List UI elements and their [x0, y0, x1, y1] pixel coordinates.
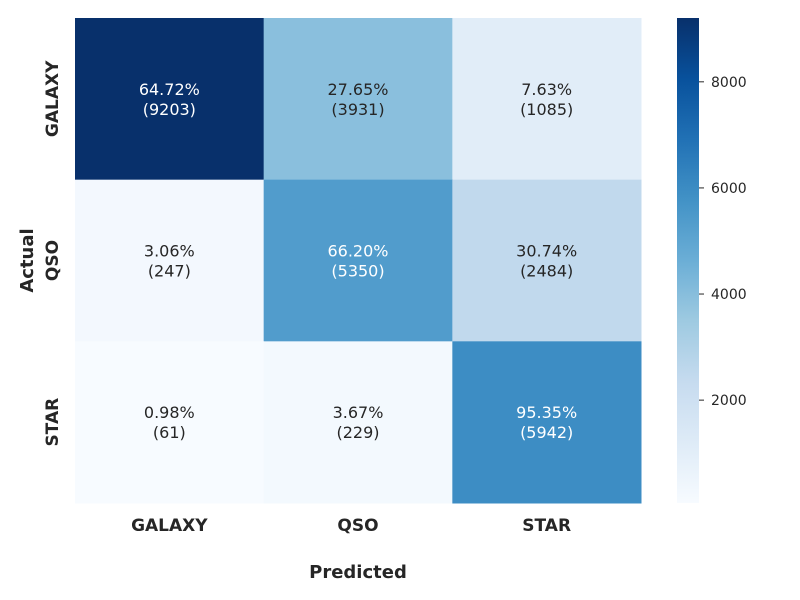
cell-percent-label: 66.20% [327, 242, 388, 261]
y-tick-labels: GALAXY QSO STAR [43, 60, 63, 447]
cell-percent-label: 95.35% [516, 403, 577, 422]
heatmap-cell [75, 18, 265, 181]
heatmap-cell [263, 341, 453, 504]
cell-percent-label: 0.98% [144, 403, 195, 422]
x-tick-label: GALAXY [131, 516, 208, 536]
heatmap-cell [263, 18, 453, 181]
x-tick-labels: GALAXY QSO STAR [131, 516, 571, 536]
colorbar-ticks: 2000 4000 6000 8000 [699, 75, 747, 409]
cell-percent-label: 3.06% [144, 242, 195, 261]
cell-count-label: (247) [148, 262, 191, 281]
heatmap-cells: 64.72%(9203) 27.65%(3931) 7.63%(1085) 3.06%… [75, 18, 642, 504]
cell-count-label: (2484) [520, 262, 573, 281]
y-tick-label: STAR [43, 398, 63, 447]
x-tick-label: QSO [337, 516, 378, 536]
y-axis-label: Actual [17, 228, 38, 292]
cell-count-label: (5942) [520, 423, 573, 442]
cell-percent-label: 7.63% [521, 80, 572, 99]
x-axis-label: Predicted [309, 562, 407, 583]
colorbar-tick-label: 6000 [711, 181, 747, 197]
cell-percent-label: 27.65% [327, 80, 388, 99]
y-tick-label: GALAXY [43, 60, 63, 137]
cell-count-label: (229) [336, 423, 379, 442]
heatmap-cell [263, 179, 453, 342]
heatmap-cell [75, 179, 265, 342]
cell-percent-label: 64.72% [139, 80, 200, 99]
colorbar-tick-label: 8000 [711, 75, 747, 91]
colorbar: 2000 4000 6000 8000 [677, 18, 747, 503]
heatmap-cell [452, 341, 642, 504]
y-tick-label: QSO [43, 240, 63, 281]
cell-count-label: (61) [153, 423, 186, 442]
cell-count-label: (3931) [331, 100, 384, 119]
colorbar-gradient [677, 18, 699, 503]
colorbar-tick-label: 2000 [711, 393, 747, 409]
colorbar-tick-label: 4000 [711, 287, 747, 303]
cell-percent-label: 30.74% [516, 242, 577, 261]
cell-count-label: (1085) [520, 100, 573, 119]
cell-percent-label: 3.67% [333, 403, 384, 422]
cell-count-label: (9203) [143, 100, 196, 119]
heatmap-cell [452, 179, 642, 342]
heatmap-cell [75, 341, 265, 504]
x-tick-label: STAR [522, 516, 571, 536]
heatmap-cell [452, 18, 642, 181]
cell-count-label: (5350) [331, 262, 384, 281]
